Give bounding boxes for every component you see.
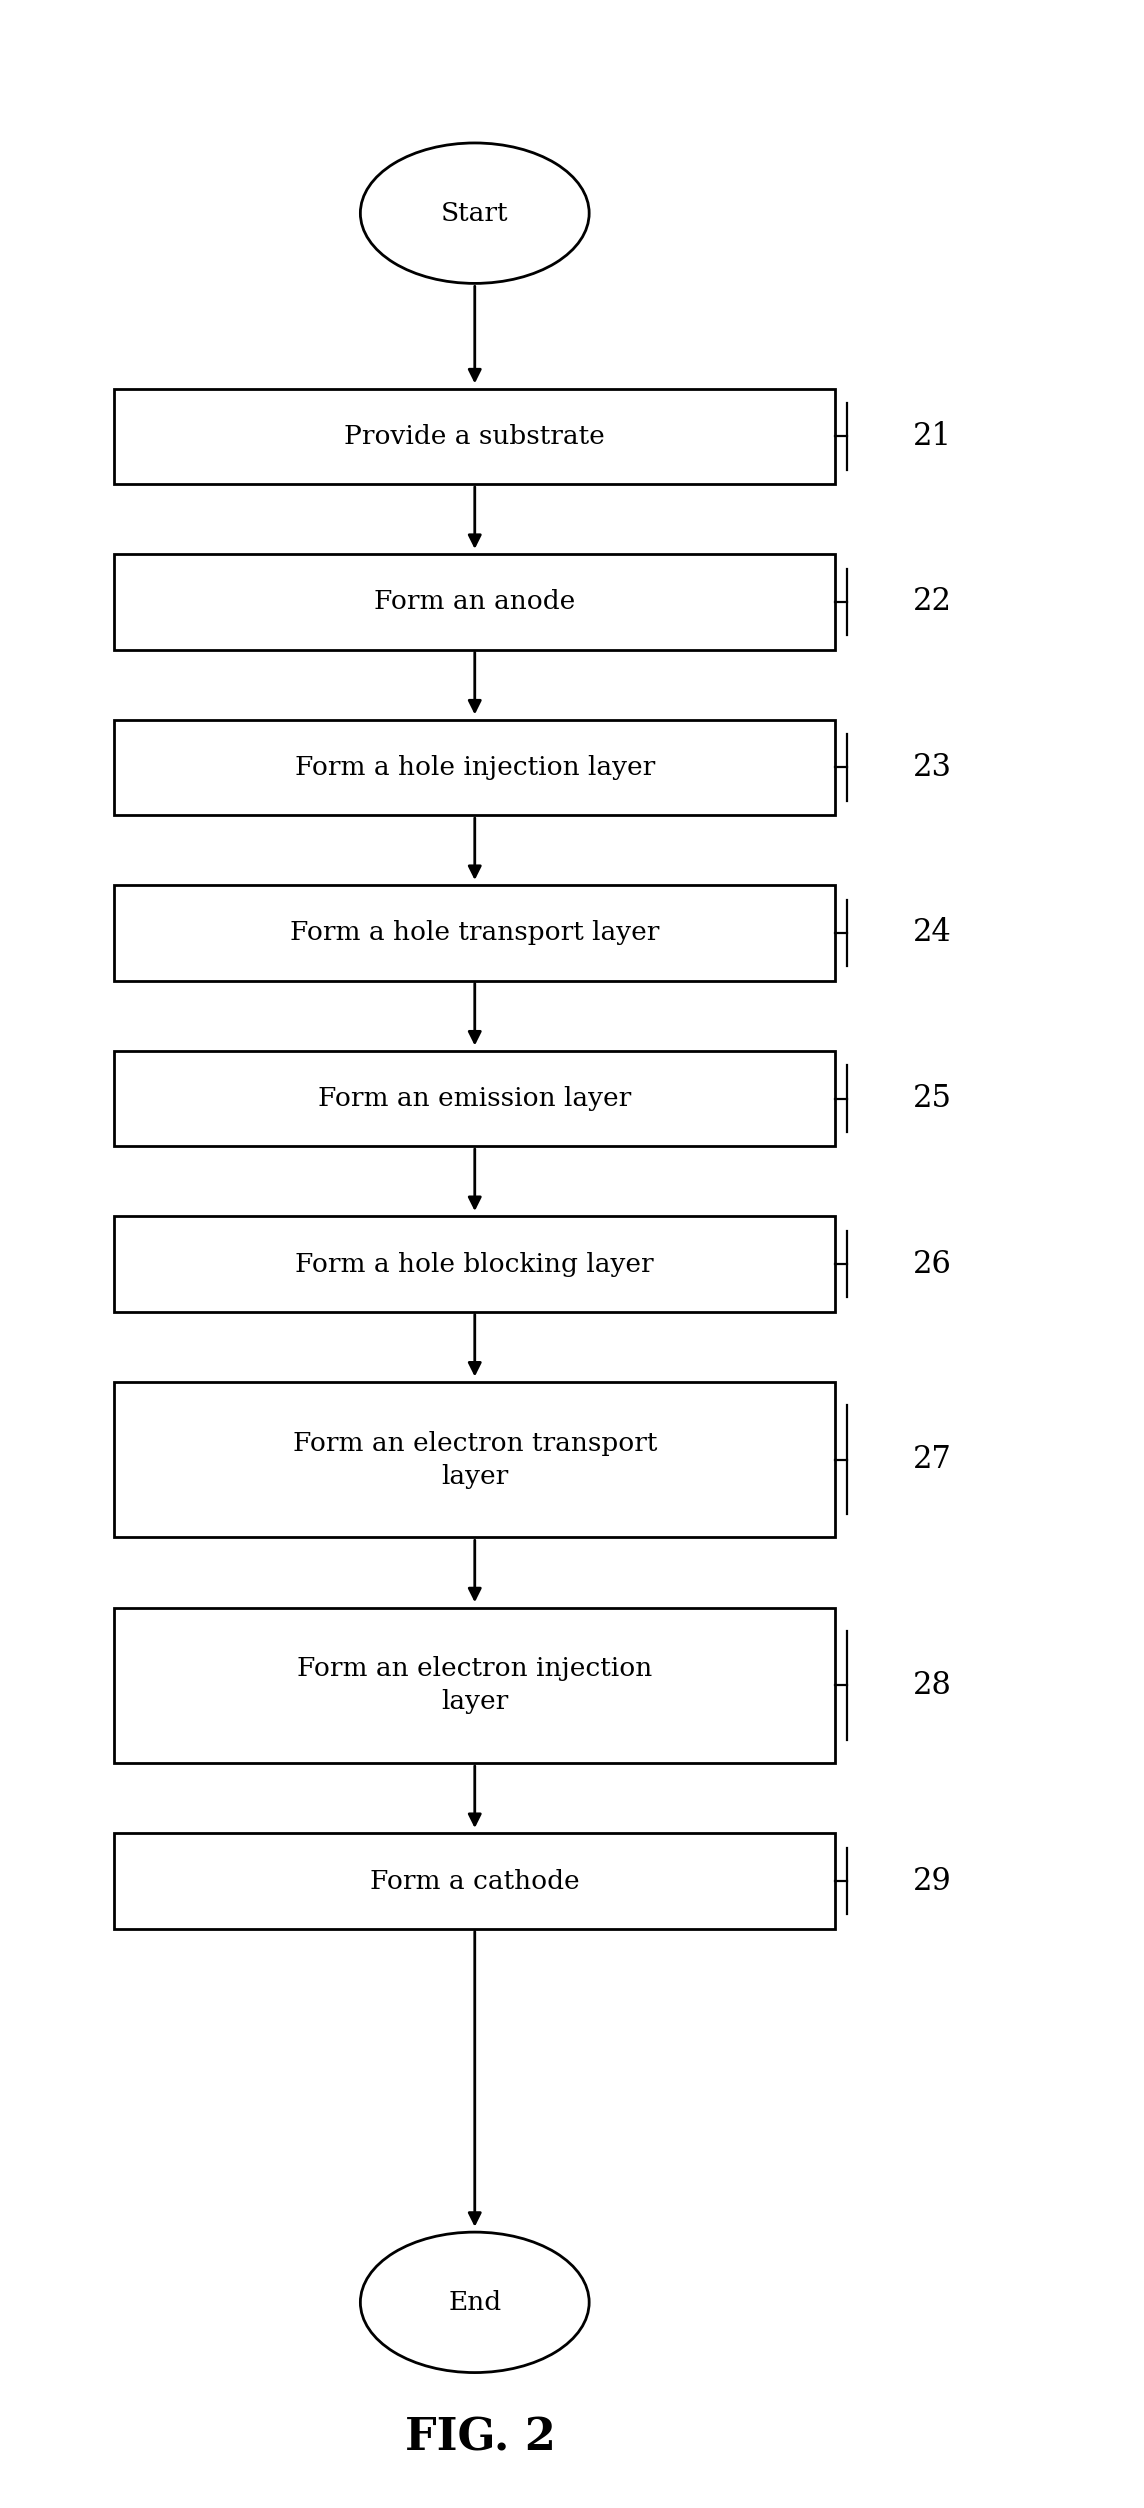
- Bar: [114, 389, 835, 484]
- Text: Form an electron injection
layer: Form an electron injection layer: [297, 1655, 652, 1715]
- Bar: [114, 1382, 835, 1537]
- Text: Provide a substrate: Provide a substrate: [344, 424, 605, 449]
- Text: 25: 25: [913, 1083, 952, 1114]
- Bar: [114, 554, 835, 650]
- Text: Form an electron transport
layer: Form an electron transport layer: [293, 1430, 657, 1490]
- Bar: [114, 720, 835, 815]
- Text: 27: 27: [913, 1445, 952, 1475]
- Text: End: End: [448, 2290, 501, 2315]
- Text: 22: 22: [913, 587, 952, 617]
- Text: 28: 28: [913, 1670, 952, 1700]
- Text: 29: 29: [913, 1866, 952, 1896]
- Text: Form a cathode: Form a cathode: [370, 1868, 580, 1894]
- Text: Start: Start: [440, 201, 509, 226]
- Text: 24: 24: [913, 918, 952, 948]
- Text: 23: 23: [913, 752, 952, 782]
- Ellipse shape: [360, 2232, 589, 2373]
- Text: FIG. 2: FIG. 2: [405, 2415, 556, 2460]
- Bar: [114, 885, 835, 981]
- Text: Form an emission layer: Form an emission layer: [318, 1086, 631, 1111]
- Ellipse shape: [360, 143, 589, 283]
- Text: 21: 21: [913, 421, 952, 451]
- Bar: [114, 1608, 835, 1763]
- Text: Form a hole injection layer: Form a hole injection layer: [295, 755, 654, 780]
- Text: Form a hole blocking layer: Form a hole blocking layer: [295, 1251, 654, 1277]
- Bar: [114, 1051, 835, 1146]
- Bar: [114, 1833, 835, 1929]
- Text: Form an anode: Form an anode: [374, 589, 575, 614]
- Text: Form a hole transport layer: Form a hole transport layer: [291, 920, 659, 946]
- Bar: [114, 1216, 835, 1312]
- Text: 26: 26: [913, 1249, 952, 1279]
